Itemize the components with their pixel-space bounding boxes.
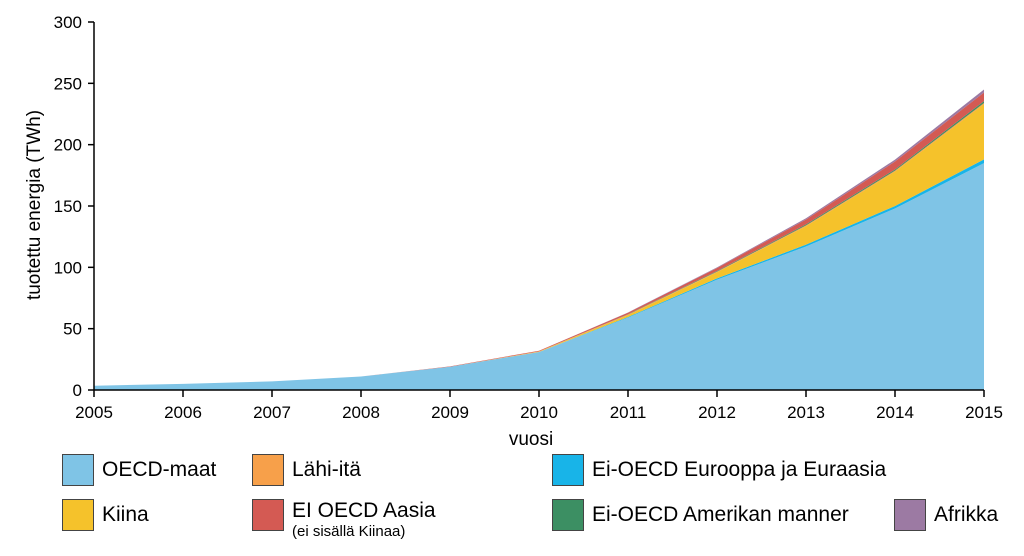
x-tick-label: 2005 xyxy=(75,403,113,422)
x-tick-label: 2012 xyxy=(698,403,736,422)
area-series-group xyxy=(94,89,984,390)
y-tick-label: 200 xyxy=(54,136,82,155)
x-axis-title: vuosi xyxy=(509,429,553,450)
legend-swatch-ei-oecd-eurooppa xyxy=(552,454,584,486)
x-tick-label: 2010 xyxy=(520,403,558,422)
y-axis-title: tuotettu energia (TWh) xyxy=(24,110,45,300)
axes-group: 0 50 100 150 200 250 300 2005 2006 2007 2008 2009 20… xyxy=(54,13,1003,422)
y-tick-label: 150 xyxy=(54,197,82,216)
legend-swatch-kiina xyxy=(62,499,94,531)
legend-item-lahi-ita: Lähi-itä xyxy=(252,454,361,486)
legend-label: EI OECD Aasia (ei sisällä Kiinaa) xyxy=(292,499,436,540)
legend-swatch-afrikka xyxy=(894,499,926,531)
legend-label-main: EI OECD Aasia xyxy=(292,499,436,522)
legend-label: Ei-OECD Amerikan manner xyxy=(592,503,849,526)
legend-item-ei-oecd-aasia: EI OECD Aasia (ei sisällä Kiinaa) xyxy=(252,499,436,540)
legend-swatch-lahi-ita xyxy=(252,454,284,486)
legend-item-ei-oecd-eurooppa: Ei-OECD Eurooppa ja Euraasia xyxy=(552,454,886,486)
x-tick-label: 2014 xyxy=(876,403,914,422)
y-tick-label: 100 xyxy=(54,258,82,277)
legend-swatch-ei-oecd-amerikan xyxy=(552,499,584,531)
x-tick-label: 2011 xyxy=(610,403,647,422)
legend-item-oecd-maat: OECD-maat xyxy=(62,454,216,486)
y-tick-label: 300 xyxy=(54,13,82,32)
legend-label: OECD-maat xyxy=(102,458,217,481)
legend-label-sub: (ei sisällä Kiinaa) xyxy=(292,523,406,540)
legend-item-kiina: Kiina xyxy=(62,499,149,531)
x-tick-label: 2009 xyxy=(431,403,469,422)
legend-label: Ei-OECD Eurooppa ja Euraasia xyxy=(592,458,887,481)
legend-item-afrikka: Afrikka xyxy=(894,499,998,531)
legend-item-ei-oecd-amerikan: Ei-OECD Amerikan manner xyxy=(552,499,849,531)
x-tick-label: 2013 xyxy=(787,403,825,422)
x-tick-label: 2015 xyxy=(965,403,1003,422)
x-tick-label: 2008 xyxy=(342,403,380,422)
legend-label: Kiina xyxy=(102,503,149,526)
legend-label: Lähi-itä xyxy=(292,458,361,481)
x-tick-label: 2006 xyxy=(164,403,202,422)
y-tick-label: 0 xyxy=(73,381,82,400)
y-tick-label: 50 xyxy=(63,320,82,339)
legend-swatch-ei-oecd-aasia xyxy=(252,499,284,531)
x-tick-label: 2007 xyxy=(253,403,291,422)
legend-swatch-oecd-maat xyxy=(62,454,94,486)
legend-label: Afrikka xyxy=(934,503,999,526)
area-oecd-maat xyxy=(94,163,984,390)
y-tick-label: 250 xyxy=(54,74,82,93)
